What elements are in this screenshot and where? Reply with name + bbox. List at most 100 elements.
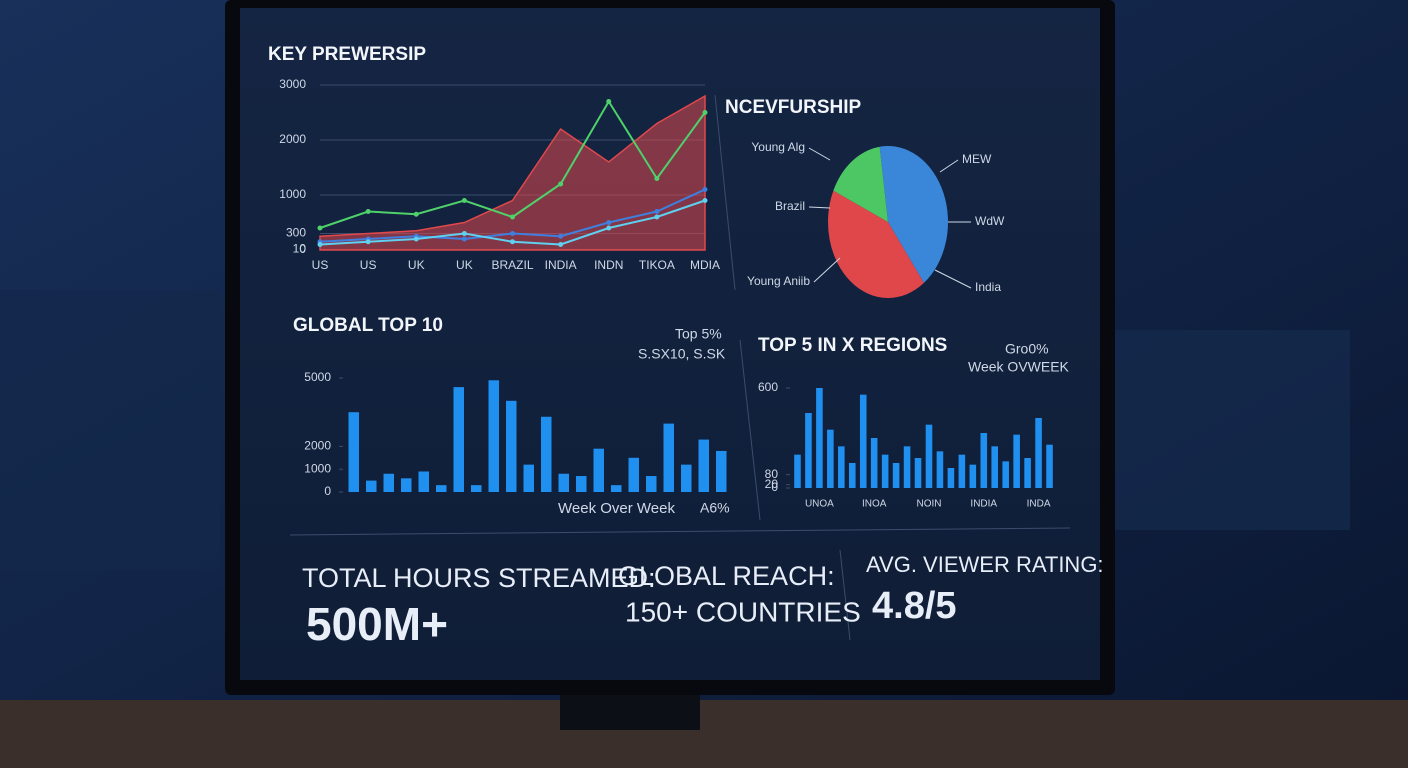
y-tick-label: 10	[293, 242, 307, 256]
bar	[892, 463, 900, 488]
point	[654, 176, 660, 181]
pie-slice	[833, 146, 888, 222]
bar	[1024, 458, 1031, 488]
bar	[947, 468, 955, 488]
x-tick-label: INDN	[594, 258, 623, 272]
point	[702, 198, 708, 203]
point	[461, 236, 467, 242]
point	[654, 214, 660, 220]
bar	[383, 473, 394, 492]
pie-slice	[828, 190, 924, 298]
point	[510, 231, 515, 236]
point	[317, 242, 323, 247]
x-tick-label: UK	[456, 258, 473, 272]
bar	[593, 448, 604, 492]
bar	[611, 485, 622, 492]
y-tick-label: 600	[758, 380, 778, 394]
bar	[681, 464, 692, 492]
pie-label: Young Aniib	[747, 274, 810, 288]
y-tick-label: 0	[324, 484, 331, 498]
bar	[348, 412, 359, 492]
pie-label: MEW	[962, 152, 992, 166]
bar	[805, 413, 812, 488]
bar	[936, 451, 944, 488]
pie-label: India	[975, 280, 1001, 294]
stat-value: 150+ COUNTRIES	[625, 596, 861, 627]
annotation: Top 5%	[675, 326, 722, 342]
point	[365, 239, 371, 245]
desk	[0, 700, 1408, 768]
y-tick-label: 20	[765, 477, 779, 491]
point	[461, 231, 467, 236]
bar	[663, 423, 674, 492]
bar	[1002, 461, 1009, 488]
bar	[471, 485, 482, 492]
point	[510, 239, 515, 245]
point	[606, 225, 612, 231]
point	[317, 225, 323, 231]
bar	[816, 388, 823, 488]
bar	[418, 471, 429, 492]
leader-line	[813, 257, 841, 283]
point	[702, 187, 708, 192]
leader-line	[939, 159, 959, 173]
stats: TOTAL HOURS STREAMED: 500M+ GLOBAL REACH…	[302, 552, 1104, 650]
y-tick-label: 1000	[279, 187, 306, 201]
chart-title: TOP 5 IN X REGIONS	[758, 335, 947, 356]
point	[413, 211, 419, 217]
pie-label: Brazil	[775, 199, 805, 213]
divider	[289, 527, 1071, 536]
y-tick-label: 2000	[279, 132, 306, 146]
point	[510, 214, 515, 220]
stat-value: 4.8/5	[872, 585, 957, 627]
x-tick-label: NOIN	[916, 499, 941, 510]
bar	[827, 429, 834, 488]
point	[558, 242, 564, 247]
bar	[488, 380, 499, 492]
bar	[541, 416, 552, 492]
monitor-stand	[560, 690, 700, 730]
x-tick-label: BRAZIL	[491, 258, 533, 272]
bar	[859, 394, 867, 488]
bar	[453, 387, 464, 492]
pie-slice	[879, 146, 949, 283]
point	[558, 233, 564, 239]
x-tick-label: UNOA	[805, 499, 834, 510]
x-tick-label: INDA	[1027, 499, 1051, 510]
blurred-monitor	[1110, 330, 1350, 530]
chart-title: GLOBAL TOP 10	[293, 315, 443, 336]
bar	[366, 480, 377, 492]
pie-label: WdW	[975, 214, 1005, 228]
bar	[848, 463, 856, 488]
divider	[714, 94, 736, 291]
x-tick-label: UK	[408, 258, 425, 272]
bar	[1035, 418, 1042, 488]
bar	[969, 464, 977, 488]
bar	[914, 458, 922, 488]
chart-title: NCEVFURSHIP	[725, 97, 862, 118]
annotation: A6%	[700, 500, 730, 516]
point	[606, 220, 612, 225]
bar	[523, 464, 534, 492]
stat-label: AVG. VIEWER RATING:	[866, 552, 1104, 577]
bar	[558, 473, 569, 492]
annotation: Gro0%	[1005, 341, 1049, 357]
point	[606, 99, 612, 104]
bar	[576, 476, 587, 492]
x-tick-label: INDIA	[970, 499, 997, 510]
x-tick-label: MDIA	[690, 258, 720, 272]
x-tick-label: TIKOA	[639, 258, 675, 272]
x-tick-label: INDIA	[545, 258, 577, 272]
y-tick-label: 1000	[304, 461, 331, 475]
bar	[958, 454, 966, 488]
bar	[506, 400, 517, 492]
x-tick-label: US	[360, 258, 377, 272]
bar	[881, 454, 889, 488]
point	[654, 209, 660, 214]
bar	[628, 457, 639, 492]
x-axis-label: Week Over Week	[558, 500, 675, 517]
stat-value: 500M+	[306, 598, 448, 650]
bar	[794, 454, 801, 488]
bar	[716, 450, 727, 492]
